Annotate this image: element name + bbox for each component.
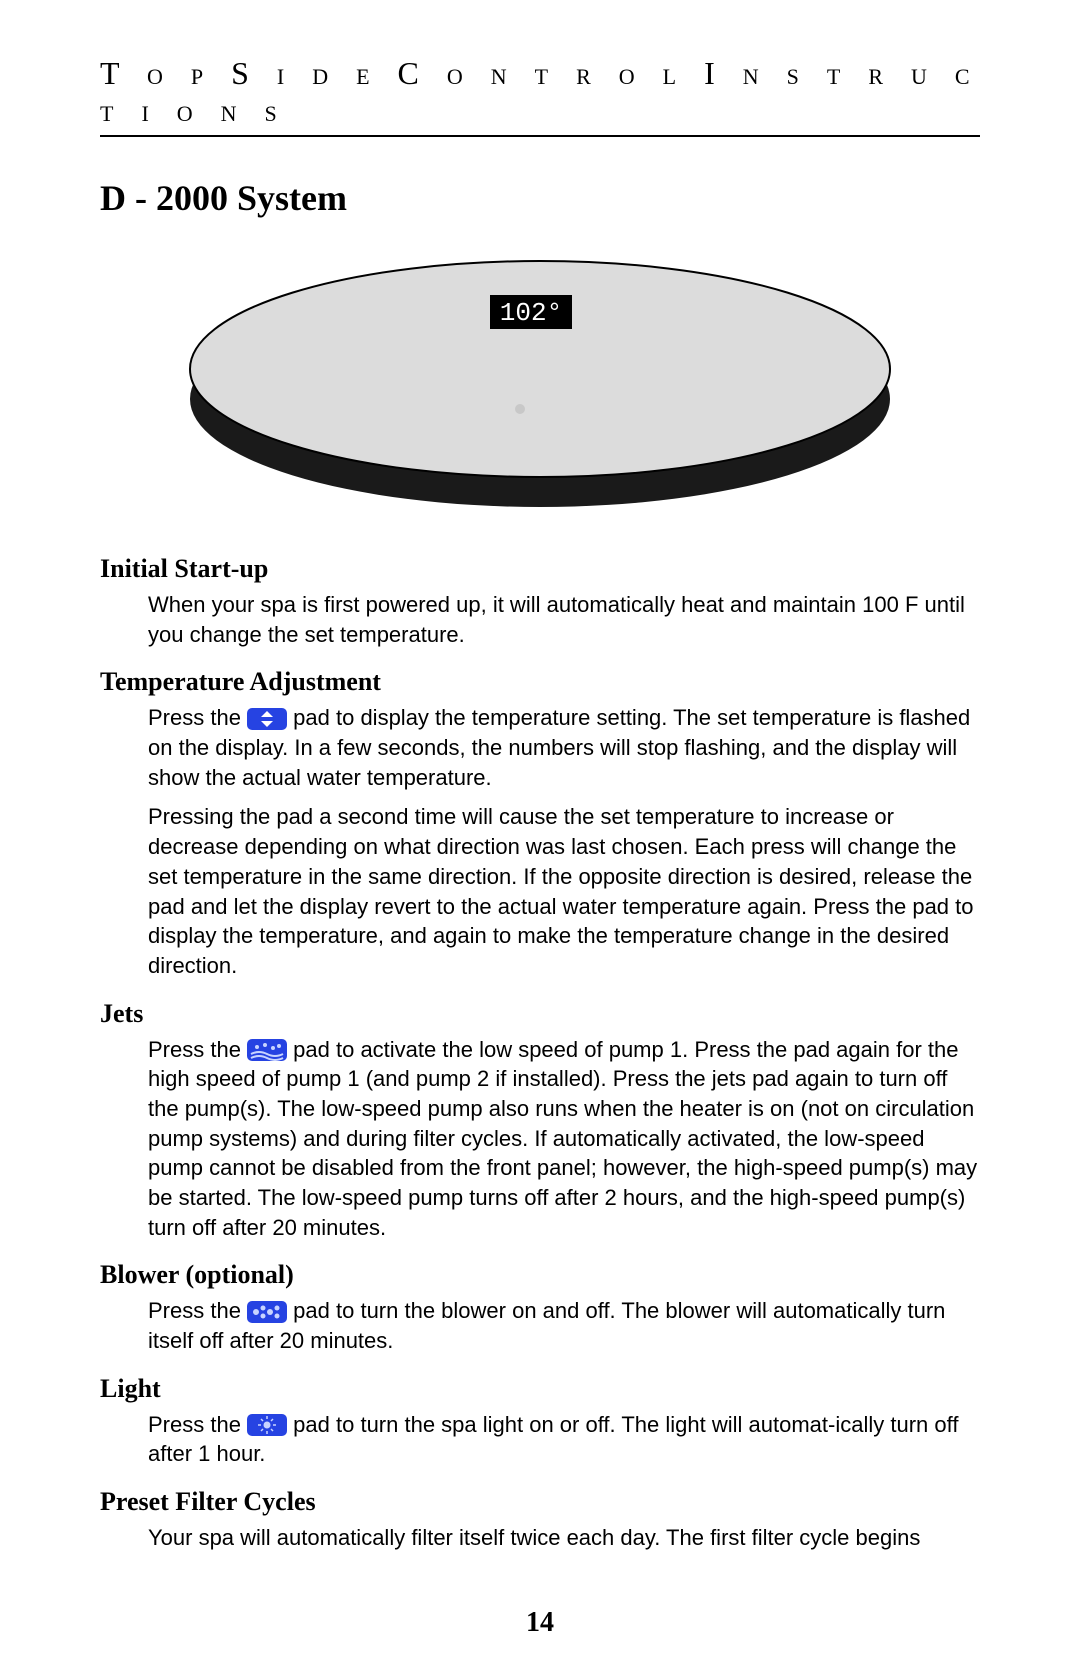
light-icon — [247, 1414, 287, 1436]
page-number: 14 — [0, 1607, 1080, 1639]
heading-filter: Preset Filter Cycles — [100, 1487, 980, 1517]
body-light: Press the pad to turn the spa light on o… — [148, 1410, 980, 1469]
jets-p1b: pad to activate the low speed of pump 1.… — [148, 1037, 977, 1240]
blower-p1a: Press the — [148, 1298, 247, 1323]
heading-blower: Blower (optional) — [100, 1260, 980, 1290]
panel-display-value: 102° — [500, 298, 562, 328]
body-startup: When your spa is first powered up, it wi… — [148, 590, 980, 649]
blower-icon — [247, 1301, 287, 1323]
page-title: D - 2000 System — [100, 177, 980, 219]
heading-light: Light — [100, 1374, 980, 1404]
temp-p1a: Press the — [148, 705, 247, 730]
body-filter: Your spa will automatically filter itsel… — [148, 1523, 980, 1553]
heading-startup: Initial Start-up — [100, 554, 980, 584]
panel-indicator — [515, 404, 525, 414]
temp-updown-icon — [247, 708, 287, 730]
body-blower: Press the pad to turn the blower on and … — [148, 1296, 980, 1355]
body-jets: Press the pad to activate the low speed … — [148, 1035, 980, 1243]
page-container: T o p S i d e C o n t r o l I n s t r u … — [0, 0, 1080, 1553]
page-header: T o p S i d e C o n t r o l I n s t r u … — [100, 55, 980, 137]
heading-jets: Jets — [100, 999, 980, 1029]
body-temp-p2: Pressing the pad a second time will caus… — [148, 802, 980, 980]
control-panel-svg: 102° — [180, 239, 900, 519]
light-p1a: Press the — [148, 1412, 247, 1437]
body-temp-p1: Press the pad to display the temperature… — [148, 703, 980, 792]
jets-p1a: Press the — [148, 1037, 247, 1062]
heading-temp: Temperature Adjustment — [100, 667, 980, 697]
control-panel-illustration: 102° — [100, 239, 980, 524]
jets-icon — [247, 1039, 287, 1061]
panel-body — [190, 261, 890, 477]
